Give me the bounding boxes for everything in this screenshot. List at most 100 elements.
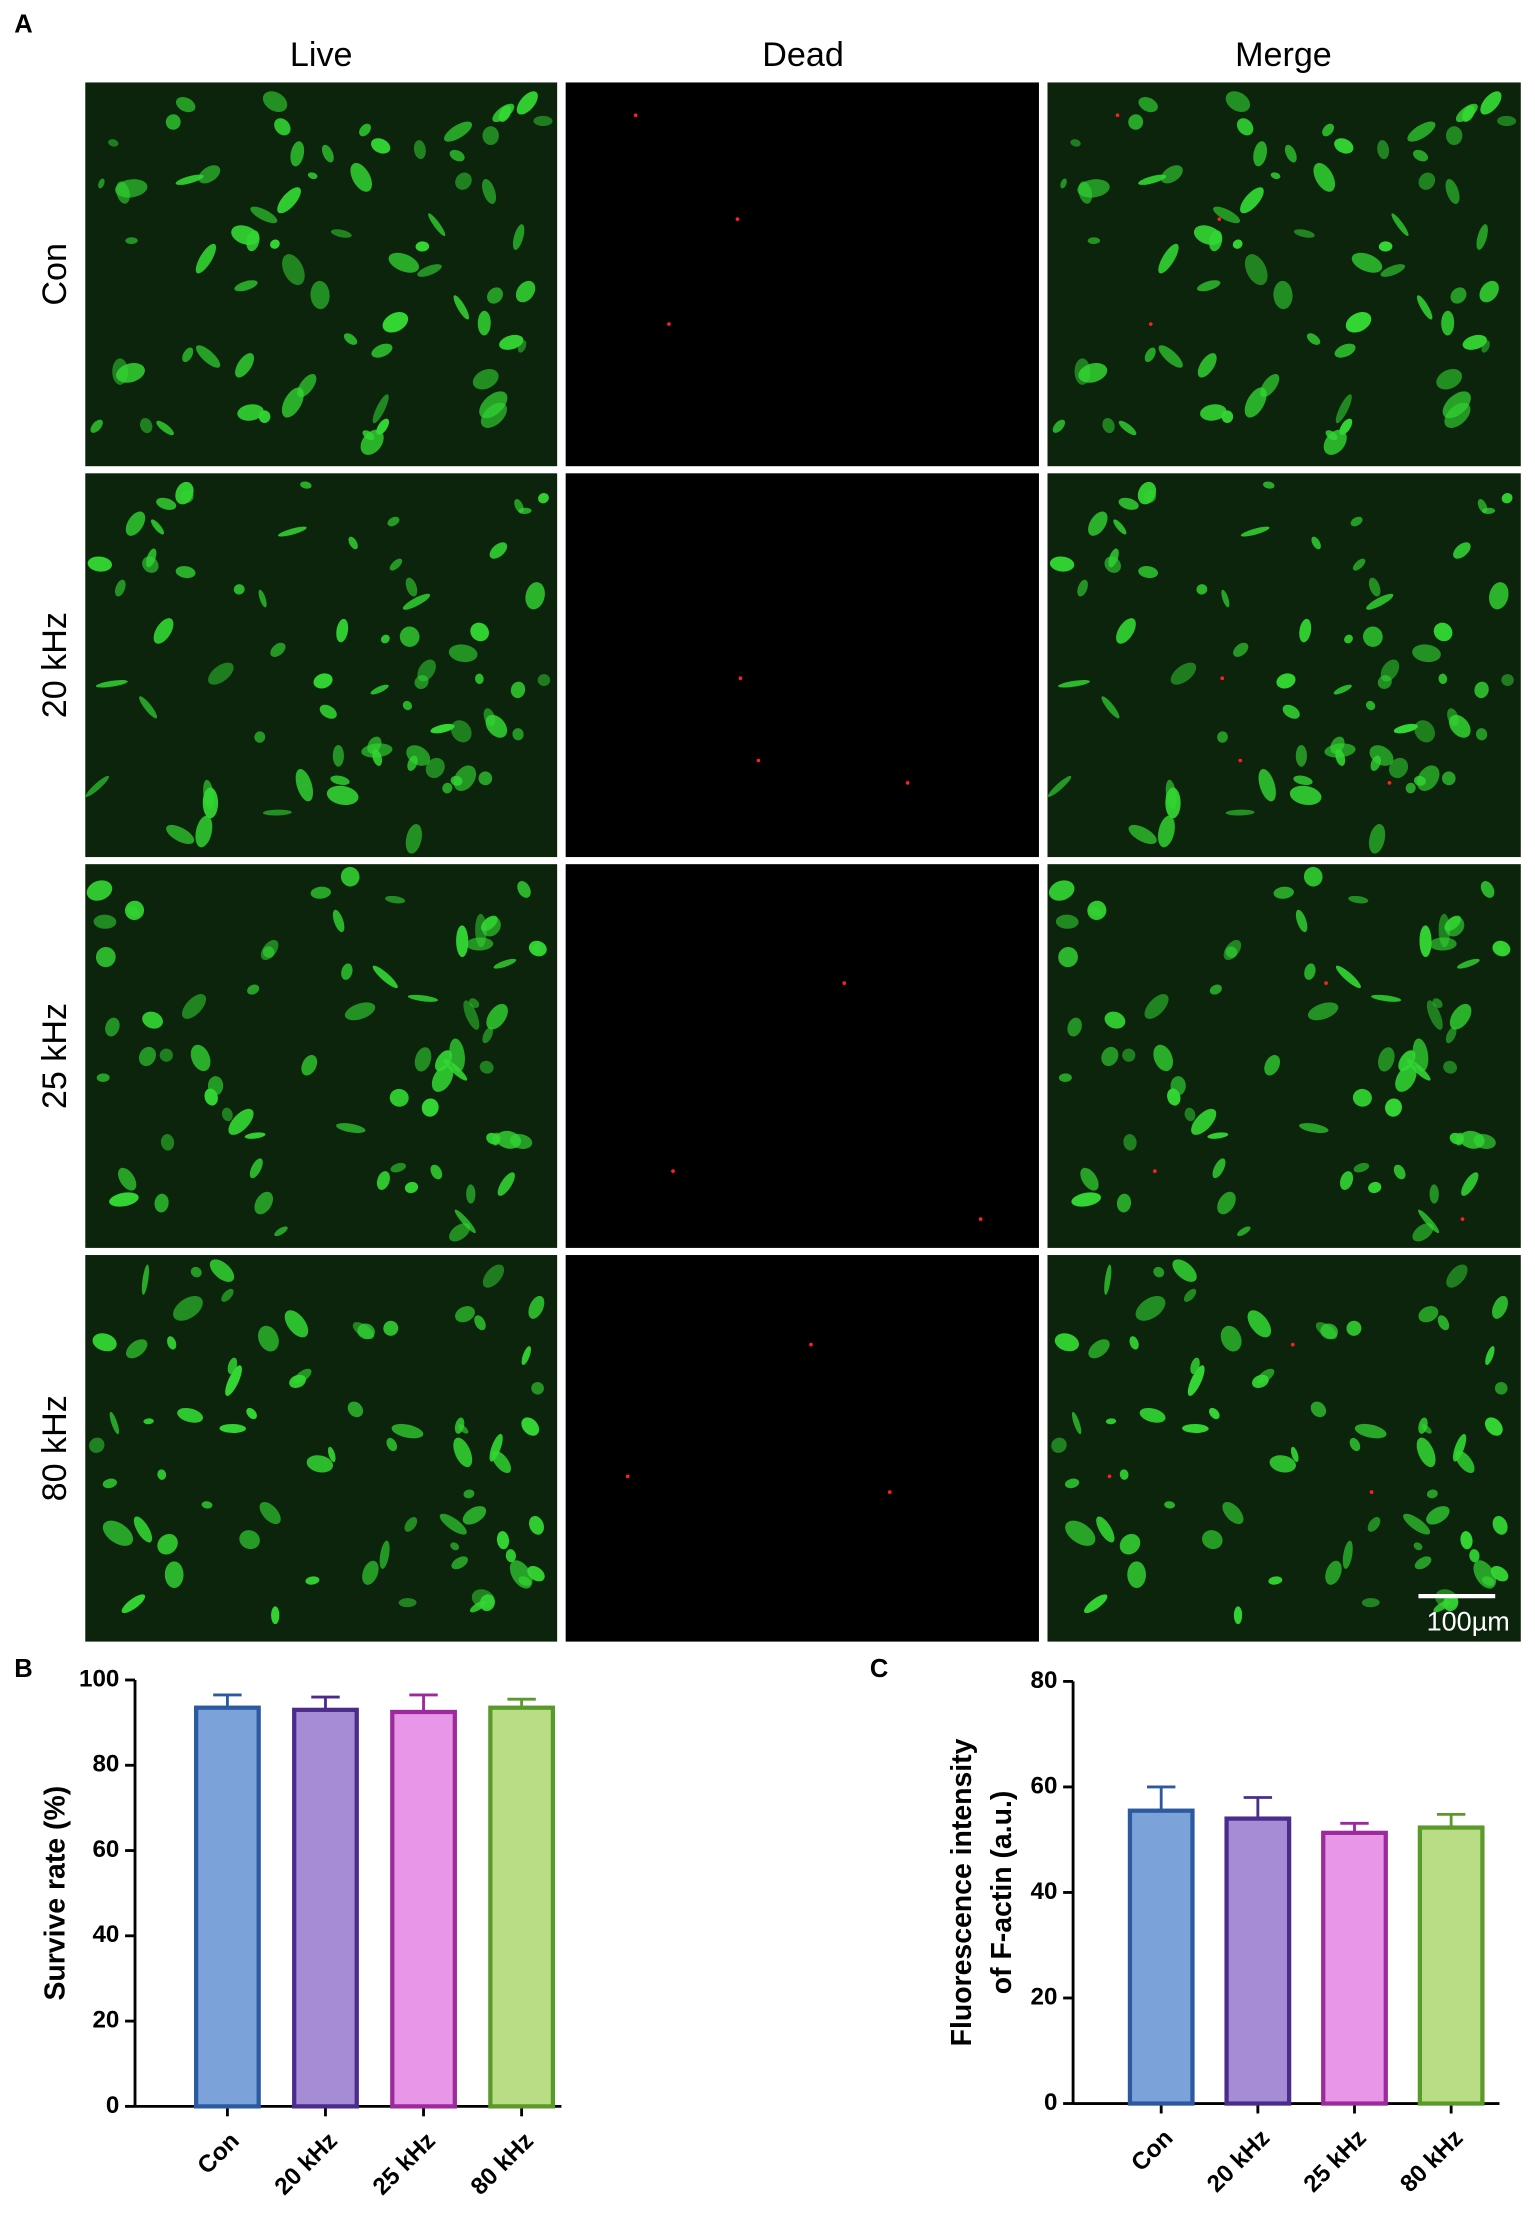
cell	[1269, 1455, 1296, 1473]
cell	[1200, 404, 1227, 421]
cell	[448, 644, 478, 663]
y-axis-label: Fluorescence intensity	[946, 1738, 978, 2046]
cell	[387, 516, 400, 527]
cell	[1143, 489, 1157, 503]
cell	[383, 1320, 399, 1336]
cell	[1426, 1506, 1450, 1525]
micrograph	[85, 1255, 558, 1642]
cell	[1365, 700, 1376, 711]
cell	[1322, 123, 1335, 137]
cell	[1113, 519, 1127, 535]
cell	[166, 824, 195, 845]
cell	[1455, 1450, 1475, 1474]
cell	[1172, 1259, 1197, 1282]
cell	[529, 1515, 544, 1535]
cell	[1481, 340, 1490, 353]
cell	[1273, 886, 1294, 899]
cell	[209, 1259, 235, 1282]
cell	[1469, 1549, 1480, 1563]
cell	[143, 1418, 154, 1425]
cell	[1361, 1598, 1380, 1608]
cell	[1209, 1407, 1220, 1420]
cell	[482, 1264, 505, 1288]
cell	[482, 126, 499, 146]
cell	[262, 91, 288, 113]
dead-cell	[1115, 113, 1120, 118]
cell	[491, 1450, 512, 1474]
cell	[537, 674, 551, 686]
cell	[499, 334, 524, 350]
cell	[1426, 1000, 1443, 1030]
cell	[321, 144, 334, 163]
cell	[449, 149, 465, 162]
cell	[371, 343, 393, 358]
cell	[1096, 1516, 1115, 1543]
row-header: 25 kHz	[36, 1003, 74, 1109]
cell	[1083, 1594, 1108, 1614]
dead-cell	[1369, 1490, 1374, 1494]
cell	[85, 775, 110, 797]
cell	[1282, 704, 1300, 719]
cell	[228, 1108, 254, 1135]
cell	[1260, 373, 1280, 398]
dead-cell	[809, 1342, 813, 1347]
cell	[177, 1407, 203, 1423]
cell	[1459, 1130, 1485, 1149]
cell	[1182, 1423, 1209, 1433]
cell	[165, 114, 181, 130]
cell	[327, 1446, 336, 1463]
micrograph	[565, 864, 1039, 1248]
cell	[430, 1164, 443, 1180]
cell	[1484, 1417, 1503, 1436]
cell	[1344, 634, 1353, 644]
cell	[421, 1098, 439, 1117]
cell	[442, 782, 453, 794]
cell	[249, 1158, 263, 1179]
cell	[1490, 1566, 1509, 1582]
cell	[1170, 1076, 1186, 1096]
cell	[1412, 1223, 1434, 1242]
cell	[1443, 1060, 1458, 1074]
cell	[164, 1561, 184, 1589]
cell	[271, 1606, 280, 1625]
cell	[1492, 1295, 1508, 1319]
dead-cell	[1324, 981, 1328, 985]
cell	[1087, 900, 1107, 921]
cell	[379, 1540, 390, 1569]
cell	[277, 187, 301, 214]
cell	[1413, 775, 1426, 786]
cell	[310, 886, 332, 899]
y-tick-label: 20	[93, 2006, 120, 2033]
cell	[1067, 1017, 1082, 1037]
cell	[96, 1073, 110, 1082]
cell	[1445, 1027, 1457, 1044]
cell	[270, 239, 280, 249]
cell	[157, 1469, 167, 1480]
cell	[1457, 958, 1480, 969]
y-tick-label: 0	[106, 2092, 119, 2119]
cell	[340, 866, 360, 887]
y-axis-label: of F-actin (a.u.)	[986, 1791, 1018, 1995]
cell	[1273, 280, 1293, 310]
cell	[95, 946, 116, 968]
cell	[115, 579, 126, 597]
cell	[1088, 511, 1108, 536]
cell	[306, 1455, 334, 1473]
cell	[1184, 1107, 1196, 1122]
cell	[1418, 1417, 1428, 1434]
dead-cell	[735, 217, 740, 221]
cell	[1138, 174, 1167, 185]
cell	[1418, 172, 1436, 190]
cell	[1153, 1044, 1174, 1072]
cell	[537, 493, 549, 504]
cell	[372, 965, 398, 989]
cell	[1501, 493, 1513, 504]
cell	[109, 1192, 139, 1207]
cell	[470, 622, 489, 642]
cell	[1369, 745, 1394, 766]
micrograph	[85, 82, 558, 467]
bar	[292, 1707, 359, 2109]
cell	[1449, 714, 1471, 738]
y-tick-label: 80	[1031, 1667, 1058, 1694]
